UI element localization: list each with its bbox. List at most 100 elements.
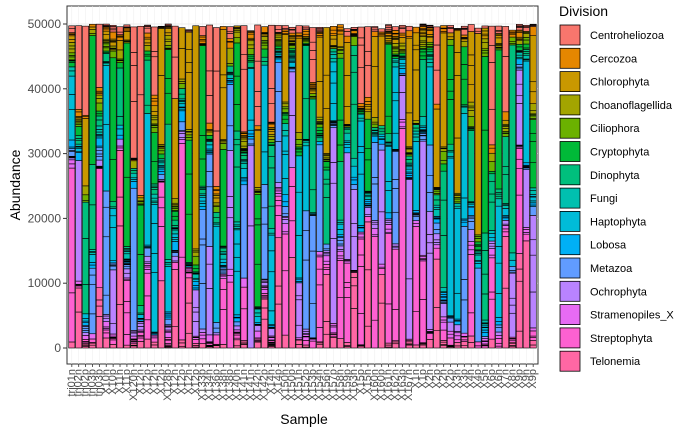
bar-segment	[323, 27, 330, 76]
x-tick-label: X151n	[293, 369, 305, 401]
bar-segment	[116, 304, 124, 349]
bar-segment	[268, 123, 275, 128]
bar-segment	[467, 24, 475, 32]
bar-segment	[502, 166, 510, 175]
bar-segment	[89, 338, 96, 343]
bar-segment	[219, 74, 227, 89]
bar-segment	[398, 25, 406, 28]
bar-segment	[109, 29, 117, 33]
x-tick-label: X163p	[396, 369, 408, 401]
bar-segment	[385, 224, 392, 230]
legend-swatch	[559, 164, 581, 186]
bar-segment	[385, 133, 392, 143]
bar-segment	[309, 27, 317, 43]
bar-segment	[268, 103, 275, 123]
bar-segment	[454, 207, 461, 294]
bar-segment	[130, 172, 138, 179]
x-tick-label: X141n	[245, 369, 257, 401]
x-tick-label: X154n	[314, 369, 326, 401]
bar-segment	[261, 289, 269, 294]
bar-segment	[529, 344, 537, 349]
bar-segment	[89, 274, 96, 285]
bar-segment	[309, 98, 317, 191]
bar-segment	[123, 253, 131, 260]
bar-segment	[233, 138, 241, 146]
bar-segment	[171, 229, 179, 235]
bar-segment	[164, 123, 172, 260]
x-tick-label: X3n	[451, 369, 463, 389]
bar-segment	[68, 39, 76, 43]
bar-segment	[206, 246, 213, 265]
bar-segment	[405, 159, 413, 164]
bar-segment	[102, 190, 110, 208]
bar-segment	[364, 221, 372, 271]
bar-segment	[171, 219, 179, 226]
bar-segment	[426, 62, 434, 68]
bar-segment	[488, 147, 496, 154]
bar-segment	[192, 251, 200, 257]
bar-segment	[419, 51, 427, 57]
bar-segment	[419, 55, 427, 60]
bar-segment	[247, 145, 255, 227]
bar-segment	[378, 274, 386, 304]
bar-segment	[405, 30, 413, 37]
bar-segment	[144, 247, 151, 257]
bar-segment	[412, 49, 420, 71]
bar-segment	[268, 136, 275, 140]
bars-layer	[68, 23, 537, 349]
x-tick-label: X136p	[210, 369, 222, 401]
bar-segment	[405, 179, 413, 280]
bar-segment	[233, 243, 241, 258]
bar-segment	[192, 289, 200, 308]
bar-segment	[481, 338, 489, 342]
bar-segment	[68, 159, 76, 165]
bar-segment	[433, 258, 441, 308]
bar-segment	[460, 345, 468, 349]
bar-segment	[385, 33, 392, 36]
bar-segment	[350, 223, 358, 237]
bar-segment	[275, 25, 282, 30]
bar-segment	[233, 130, 241, 140]
bar-segment	[206, 288, 213, 336]
bar-segment	[192, 321, 200, 337]
bar-segment	[412, 141, 420, 211]
bar-segment	[102, 123, 110, 192]
bar-segment	[199, 328, 207, 333]
legend-label: Ochrophyta	[590, 286, 648, 298]
bar-segment	[509, 44, 516, 254]
bar-segment	[288, 186, 296, 222]
bar-segment	[268, 328, 275, 337]
bar-segment	[433, 199, 441, 206]
bar-segment	[378, 143, 386, 151]
bar-segment	[495, 37, 503, 44]
bar-segment	[247, 138, 255, 145]
x-tick-label: trj02p	[80, 369, 92, 397]
bar-segment	[82, 185, 89, 196]
bar-segment	[488, 45, 496, 63]
bar-segment	[440, 150, 448, 161]
bar-segment	[95, 137, 103, 147]
bar-segment	[268, 24, 275, 89]
bar-segment	[309, 93, 317, 97]
bar-segment	[371, 66, 379, 118]
bar-segment	[392, 48, 399, 52]
bar-segment	[164, 316, 172, 320]
bar-segment	[219, 344, 227, 349]
bar-segment	[516, 39, 523, 45]
x-tick-label: trj02n	[73, 369, 85, 397]
bar-segment	[529, 196, 537, 202]
bar-segment	[405, 37, 413, 114]
legend-swatch	[559, 257, 581, 279]
bar-segment	[240, 152, 248, 156]
bar-segment	[336, 49, 344, 54]
bar-segment	[440, 235, 448, 288]
bar-segment	[219, 247, 227, 252]
bar-segment	[226, 274, 234, 283]
bar-segment	[488, 237, 496, 242]
bar-segment	[164, 326, 172, 331]
bar-segment	[495, 338, 503, 344]
bar-segment	[102, 65, 110, 125]
bar-segment	[95, 23, 103, 88]
bar-segment	[95, 153, 103, 157]
bar-segment	[219, 278, 227, 290]
